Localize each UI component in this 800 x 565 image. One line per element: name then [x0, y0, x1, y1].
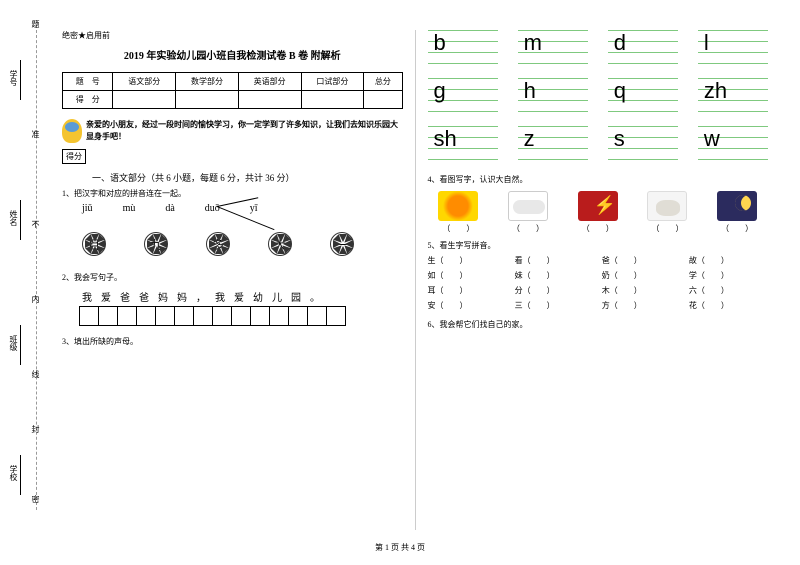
- letter-box: l: [698, 30, 768, 64]
- question-6: 6、我会帮它们找自己的家。: [428, 319, 769, 330]
- nature-cloud: （ ）: [497, 191, 559, 234]
- question-4: 4、看图写字，认识大自然。: [428, 174, 769, 185]
- letter-row: shzsw: [428, 126, 769, 160]
- char-item: 故（ ）: [689, 255, 768, 266]
- margin-label-name: 姓名: [8, 210, 19, 226]
- grid-cell: [136, 306, 156, 326]
- char-item: 三（ ）: [515, 300, 594, 311]
- grid-cell: [288, 306, 308, 326]
- score-table: 题 号 语文部分 数学部分 英语部分 口试部分 总分 得 分: [62, 72, 403, 109]
- char-item: 奶（ ）: [602, 270, 681, 281]
- score-box: 得分: [62, 149, 86, 164]
- margin-label-id: 学号: [8, 70, 19, 86]
- left-column: 绝密★启用前 2019 年实验幼儿园小班自我检测试卷 B 卷 附解析 题 号 语…: [50, 30, 416, 530]
- char-item: 学（ ）: [689, 270, 768, 281]
- char-item: 六（ ）: [689, 285, 768, 296]
- grid-cell: [231, 306, 251, 326]
- sun-char: 目: [70, 220, 118, 268]
- letter-box: q: [608, 78, 678, 112]
- letter-box: zh: [698, 78, 768, 112]
- sun-char: 一: [318, 220, 366, 268]
- nature-moon: （ ）: [706, 191, 768, 234]
- grid-cell: [212, 306, 232, 326]
- grid-cell: [117, 306, 137, 326]
- grid-cell: [250, 306, 270, 326]
- sun-char: 大: [256, 220, 304, 268]
- question-2: 2、我会写句子。: [62, 272, 403, 283]
- page-footer: 第 1 页 共 4 页: [0, 542, 800, 553]
- writing-grid: [62, 306, 403, 326]
- sun-chars-row: 目九多大一: [62, 220, 403, 268]
- letter-box: m: [518, 30, 588, 64]
- nature-sun: （ ）: [428, 191, 490, 234]
- table-row: 题 号 语文部分 数学部分 英语部分 口试部分 总分: [63, 73, 403, 91]
- grid-cell: [79, 306, 99, 326]
- grid-cell: [98, 306, 118, 326]
- char-item: 妹（ ）: [515, 270, 594, 281]
- sentence-row: 我爱爸爸妈妈，我爱幼儿园。: [62, 289, 403, 304]
- margin-label-school: 学校: [8, 465, 19, 481]
- grid-cell: [155, 306, 175, 326]
- margin-label-class: 班级: [8, 335, 19, 351]
- letter-box: w: [698, 126, 768, 160]
- grid-cell: [326, 306, 346, 326]
- char-item: 花（ ）: [689, 300, 768, 311]
- mascot-icon: [62, 119, 82, 143]
- letter-row: ghqzh: [428, 78, 769, 112]
- section-title: 一、语文部分（共 6 小题，每题 6 分，共计 36 分）: [62, 171, 403, 184]
- grid-cell: [193, 306, 213, 326]
- paper-title: 2019 年实验幼儿园小班自我检测试卷 B 卷 附解析: [62, 47, 403, 62]
- intro-block: 亲爱的小朋友，经过一段时间的愉快学习，你一定学到了许多知识，让我们去知识乐园大显…: [62, 119, 403, 143]
- page-container: 绝密★启用前 2019 年实验幼儿园小班自我检测试卷 B 卷 附解析 题 号 语…: [0, 0, 800, 530]
- binding-margin: 学号 姓名 班级 学校 题 准 不 内 线 封 密: [0, 0, 50, 530]
- char-item: 耳（ ）: [428, 285, 507, 296]
- char-item: 生（ ）: [428, 255, 507, 266]
- question-3: 3、填出所缺的声母。: [62, 336, 403, 347]
- char-item: 爸（ ）: [602, 255, 681, 266]
- char-item: 木（ ）: [602, 285, 681, 296]
- intro-text: 亲爱的小朋友，经过一段时间的愉快学习，你一定学到了许多知识，让我们去知识乐园大显…: [86, 119, 403, 143]
- char-item: 方（ ）: [602, 300, 681, 311]
- char-item: 分（ ）: [515, 285, 594, 296]
- sun-char: 多: [194, 220, 242, 268]
- question-1: 1、把汉字和对应的拼音连在一起。: [62, 188, 403, 199]
- letter-box: b: [428, 30, 498, 64]
- grid-cell: [174, 306, 194, 326]
- rock-icon: [647, 191, 687, 221]
- letter-box: g: [428, 78, 498, 112]
- cloud-icon: [508, 191, 548, 221]
- char-item: 安（ ）: [428, 300, 507, 311]
- letter-box: d: [608, 30, 678, 64]
- nature-rock: （ ）: [637, 191, 699, 234]
- nature-row: （ ） （ ） ⚡ （ ） （ ）: [428, 191, 769, 234]
- letters-block: bmdl ghqzh shzsw: [428, 30, 769, 160]
- letter-box: z: [518, 126, 588, 160]
- moon-icon: [717, 191, 757, 221]
- letter-row: bmdl: [428, 30, 769, 64]
- letter-box: sh: [428, 126, 498, 160]
- char-pinyin-grid: 生（ ） 看（ ） 爸（ ） 故（ ） 如（ ） 妹（ ） 奶（ ） 学（ ） 耳（ ） 分（ ）…: [428, 255, 769, 311]
- table-row: 得 分: [63, 91, 403, 109]
- nature-lightning: ⚡ （ ）: [567, 191, 629, 234]
- letter-box: s: [608, 126, 678, 160]
- char-item: 如（ ）: [428, 270, 507, 281]
- sun-icon: [438, 191, 478, 221]
- question-5: 5、看生字写拼音。: [428, 240, 769, 251]
- letter-box: h: [518, 78, 588, 112]
- char-item: 看（ ）: [515, 255, 594, 266]
- sun-char: 九: [132, 220, 180, 268]
- grid-cell: [269, 306, 289, 326]
- lightning-icon: ⚡: [578, 191, 618, 221]
- fold-line: [36, 20, 37, 510]
- confidential-header: 绝密★启用前: [62, 30, 403, 41]
- grid-cell: [307, 306, 327, 326]
- right-column: bmdl ghqzh shzsw 4、看图写字，认识大自然。 （ ） （ ） ⚡ （…: [416, 30, 781, 530]
